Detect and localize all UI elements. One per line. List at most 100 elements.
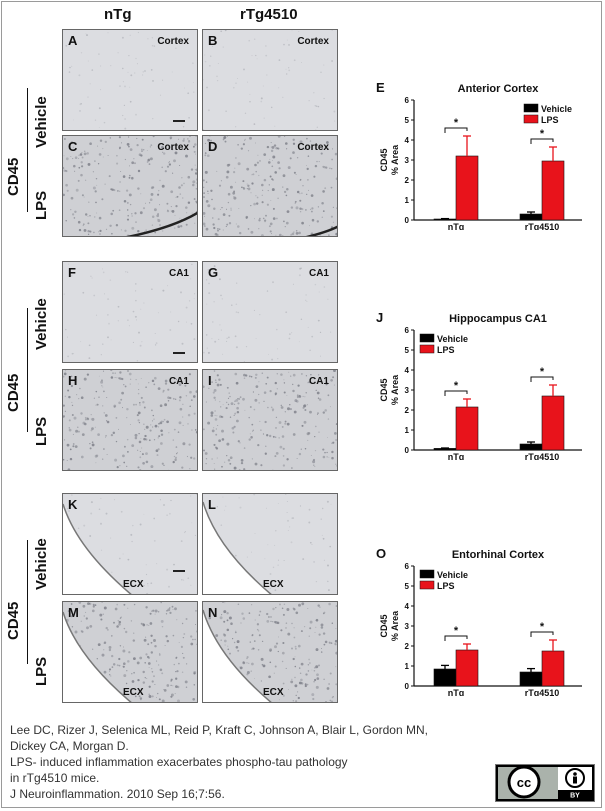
y-tick-label: 0 xyxy=(405,216,410,225)
y-tick-label: 5 xyxy=(405,346,410,355)
significance-bracket xyxy=(530,376,554,382)
y-tick-label: 1 xyxy=(405,662,410,671)
significance-star: * xyxy=(454,625,459,637)
chart-title: Hippocampus CA1 xyxy=(449,313,547,325)
chart-title: Entorhinal Cortex xyxy=(452,549,545,561)
bar xyxy=(455,155,479,221)
bar xyxy=(455,406,479,451)
y-tick-label: 0 xyxy=(405,682,410,691)
x-category-label: nTg xyxy=(448,452,465,460)
micrograph-panel: I CA1 xyxy=(202,369,338,471)
y-tick-label: 1 xyxy=(405,196,410,205)
x-category-label: nTg xyxy=(448,222,465,230)
panel-region-label: CA1 xyxy=(308,268,329,279)
micrograph-panel: A Cortex xyxy=(62,29,198,131)
panel-region-label: Cortex xyxy=(297,142,329,153)
row-label-vehicle: Vehicle xyxy=(33,298,50,350)
legend-entry: LPS xyxy=(437,345,455,355)
panel-letter: L xyxy=(208,497,216,512)
panel-region-label: ECX xyxy=(123,579,144,590)
legend-swatch xyxy=(419,333,435,343)
y-tick-label: 2 xyxy=(405,176,410,185)
column-header-ntg: nTg xyxy=(104,6,132,23)
panel-letter: A xyxy=(68,33,78,48)
y-tick-label: 6 xyxy=(405,562,410,571)
y-axis-label: CD45% Area xyxy=(379,374,400,405)
group-marker-label: CD45 xyxy=(5,601,22,640)
y-tick-label: 3 xyxy=(405,622,410,631)
panel-letter: M xyxy=(68,605,79,620)
legend-entry: LPS xyxy=(541,115,559,125)
significance-bracket xyxy=(530,138,554,144)
bar xyxy=(433,668,457,687)
legend-swatch xyxy=(523,114,539,124)
y-tick-label: 3 xyxy=(405,386,410,395)
scale-bar xyxy=(173,570,185,572)
panel-letter: B xyxy=(208,33,218,48)
significance-bracket xyxy=(444,127,468,133)
column-header-rtg4510: rTg4510 xyxy=(240,6,298,23)
caption-authors-line: Dickey CA, Morgan D. xyxy=(10,739,129,753)
panel-letter: N xyxy=(208,605,218,620)
cc-by-logo: cc BY xyxy=(498,765,592,800)
micrograph-panel: F CA1 xyxy=(62,261,198,363)
y-tick-label: 6 xyxy=(405,326,410,335)
legend-swatch xyxy=(419,569,435,579)
caption-authors-line: Lee DC, Rizer J, Selenica ML, Reid P, Kr… xyxy=(10,723,428,737)
caption-journal-line: J Neuroinflammation. 2010 Sep 16;7:56. xyxy=(10,787,225,801)
scale-bar xyxy=(173,352,185,354)
y-tick-label: 1 xyxy=(405,426,410,435)
bar-chart-hippocampus-ca1: Hippocampus CA1 J 0 1 2 3 4 5 6 CD45% Area nTg * rTg… xyxy=(376,310,602,462)
micrograph-panel: B Cortex xyxy=(202,29,338,131)
citation-caption: Lee DC, Rizer J, Selenica ML, Reid P, Kr… xyxy=(10,722,500,802)
row-label-lps: LPS xyxy=(33,656,50,686)
y-tick-label: 3 xyxy=(405,156,410,165)
panel-letter: C xyxy=(68,139,78,154)
panel-letter: K xyxy=(68,497,78,512)
y-tick-label: 6 xyxy=(405,96,410,105)
chart-panel-letter: O xyxy=(376,546,386,561)
panel-region-label: Cortex xyxy=(297,36,329,47)
group-bracket-line xyxy=(27,88,28,212)
group-bracket-line xyxy=(27,540,28,664)
significance-star: * xyxy=(540,128,545,140)
panel-region-label: CA1 xyxy=(308,376,329,387)
y-tick-label: 5 xyxy=(405,116,410,125)
micrograph-panel: C Cortex xyxy=(62,135,198,237)
significance-bracket xyxy=(530,631,554,637)
significance-star: * xyxy=(454,380,459,392)
significance-star: * xyxy=(540,366,545,378)
bar xyxy=(519,443,543,451)
x-category-label: rTg4510 xyxy=(525,452,560,460)
significance-bracket xyxy=(444,390,468,396)
row-label-lps: LPS xyxy=(33,416,50,446)
bar xyxy=(455,649,479,687)
micrograph-panel: L ECX xyxy=(202,493,338,595)
chart-panel-letter: J xyxy=(376,310,383,325)
y-axis-label: CD45% Area xyxy=(379,144,400,175)
panel-letter: G xyxy=(208,265,219,280)
row-label-lps: LPS xyxy=(33,190,50,220)
row-label-vehicle: Vehicle xyxy=(33,538,50,590)
x-category-label: rTg4510 xyxy=(525,688,560,696)
cc-icon xyxy=(507,765,541,799)
panel-region-label: ECX xyxy=(263,579,284,590)
panel-letter: I xyxy=(208,373,212,388)
cc-icon-text: cc xyxy=(517,775,531,790)
legend-entry: Vehicle xyxy=(437,334,468,344)
panel-region-label: CA1 xyxy=(168,268,189,279)
y-tick-label: 2 xyxy=(405,642,410,651)
micrograph-panel: M ECX xyxy=(62,601,198,703)
panel-region-label: ECX xyxy=(263,687,284,698)
significance-star: * xyxy=(540,621,545,633)
y-tick-label: 5 xyxy=(405,582,410,591)
chart-title: Anterior Cortex xyxy=(458,83,540,95)
micrograph-panel: N ECX xyxy=(202,601,338,703)
significance-bracket xyxy=(444,635,468,641)
legend-entry: LPS xyxy=(437,581,455,591)
x-category-label: rTg4510 xyxy=(525,222,560,230)
group-marker-label: CD45 xyxy=(5,373,22,412)
bar-chart-anterior-cortex: Anterior Cortex E 0 1 2 3 4 5 6 CD45% Area nTg * rTg… xyxy=(376,80,602,232)
legend-entry: Vehicle xyxy=(437,570,468,580)
